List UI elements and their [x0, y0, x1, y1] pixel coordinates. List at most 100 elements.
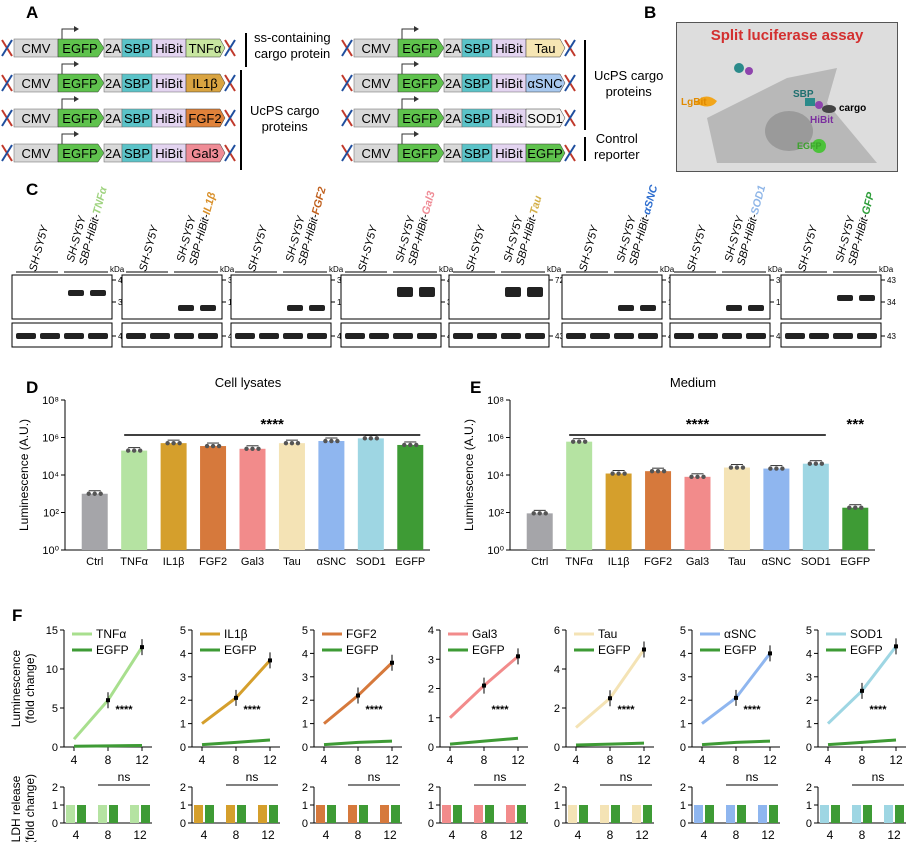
- x-tick-label: SOD1: [801, 556, 831, 568]
- data-point: [774, 466, 779, 471]
- egfp-label: EGFP: [402, 76, 437, 91]
- panel-label-d: D: [26, 378, 39, 397]
- egfp-line: [575, 741, 645, 747]
- construct-right-2: CMV EGFP 2A SBP HiBit SOD1: [341, 96, 576, 128]
- data-point: [616, 471, 621, 476]
- blot-cargo: FGF2: [310, 186, 329, 216]
- bar-chart-1: Medium Luminescence (A.U.) 10⁰ 10² 10⁴ 10⁶ 10⁸…: [462, 375, 875, 568]
- y-tick-label: 0: [806, 818, 812, 830]
- loading-band: [857, 333, 877, 339]
- blot-ctrl-label: SH-SY5Y: [246, 224, 270, 273]
- egfp-bar: [205, 805, 214, 823]
- y-tick-label: 5: [180, 625, 186, 637]
- bar: [200, 446, 227, 550]
- x-tick-label: Gal3: [686, 556, 709, 568]
- x-tick-label: IL1β: [608, 556, 630, 568]
- y-tick-label: 4: [180, 648, 186, 660]
- blot-band: [68, 290, 84, 296]
- hibit-label: HiBit: [495, 111, 523, 126]
- ldh-subplot-6: 012ns4812Hours: [806, 770, 906, 842]
- sbp-label: SBP: [793, 89, 814, 100]
- egfp-bar: [359, 805, 368, 823]
- loading-band: [566, 333, 586, 339]
- cargo-bar: [852, 805, 861, 823]
- x-tick-label: Tau: [283, 556, 301, 568]
- panel-label-e: E: [470, 378, 482, 397]
- itr-mark-icon: [341, 39, 353, 57]
- data-point: [734, 465, 740, 470]
- blot-band: [837, 295, 853, 301]
- x-tick-label: 4: [73, 828, 80, 842]
- lum-subplot-4: 0 2 4 6 4 8 12 Tau EGFP ****: [554, 625, 654, 767]
- loading-band: [259, 333, 279, 339]
- y-axis-label: Luminescence (A.U.): [462, 419, 476, 531]
- x-tick-label: 8: [733, 753, 740, 767]
- ucps-left-label: UcPS cargo proteins: [250, 103, 319, 135]
- egfp-bar: [77, 805, 86, 823]
- lum-ylabel-2: (fold change): [23, 653, 37, 723]
- blot-ctrl-label: SH-SY5Y: [796, 224, 820, 273]
- promoter-arrow-icon: [61, 28, 76, 39]
- blot-membrane: [11, 274, 113, 320]
- legend-egfp-label: EGFP: [598, 643, 631, 657]
- y-tick-label: 0: [302, 818, 308, 830]
- cargo-bar: [442, 805, 451, 823]
- hibit-label: HiBit: [155, 76, 183, 91]
- data-point: [204, 443, 210, 449]
- x-tick-label: 12: [635, 828, 649, 842]
- x-tick-label: 12: [637, 753, 651, 767]
- construct-left-3: CMV EGFP 2A SBP HiBit Gal3: [1, 131, 236, 163]
- t2a-label: 2A: [105, 111, 121, 126]
- significance-label: ****: [686, 416, 710, 433]
- t2a-label: 2A: [105, 41, 121, 56]
- y-tick-label: 0: [302, 742, 308, 754]
- t2a-label: 2A: [445, 76, 461, 91]
- x-tick-label: 12: [385, 753, 399, 767]
- sbp-label: SBP: [464, 111, 490, 126]
- cargo-label: IL1β: [192, 76, 218, 91]
- egfp-bar: [769, 805, 778, 823]
- y-tick-label: 2: [680, 695, 686, 707]
- sbp-block-icon: [805, 98, 815, 106]
- x-tick-label: 4: [71, 753, 78, 767]
- blot-membrane: [669, 274, 771, 320]
- data-point: [728, 465, 734, 470]
- x-tick-label: 8: [105, 828, 112, 842]
- blot-ctrl-label: SH-SY5Y: [27, 224, 51, 273]
- blot-band: [527, 287, 543, 297]
- y-tick-label: 0: [554, 818, 560, 830]
- y-tick-label: 5: [302, 625, 308, 637]
- promoter-arrow-head-icon: [414, 96, 419, 102]
- promoter-arrow-head-icon: [74, 96, 79, 102]
- legend-cargo-label: FGF2: [346, 627, 377, 641]
- cmv-label: CMV: [362, 41, 391, 56]
- cargo-box: [525, 143, 566, 163]
- y-tick-label: 1: [52, 800, 58, 812]
- itr-mark-icon: [564, 144, 576, 162]
- y-tick-label: 0: [428, 818, 434, 830]
- data-point: [740, 465, 746, 470]
- x-tick-label: 4: [827, 828, 834, 842]
- blot-cargo: Tau: [528, 194, 545, 216]
- x-tick-label: 4: [199, 753, 206, 767]
- cargo-bar: [758, 805, 767, 823]
- itr-mark-icon: [224, 74, 236, 92]
- y-tick-label: 1: [428, 800, 434, 812]
- data-point: [734, 695, 738, 700]
- egfp-box: [397, 73, 445, 93]
- promoter-arrow-icon: [401, 28, 416, 39]
- y-tick-label: 3: [302, 672, 308, 684]
- ucps-left-label-line1: UcPS cargo: [250, 103, 320, 118]
- y-tick-label: 10⁶: [487, 433, 504, 445]
- data-point: [576, 439, 582, 444]
- x-tick-label: 8: [733, 828, 740, 842]
- egfp-box: [397, 143, 445, 163]
- loading-band: [785, 333, 805, 339]
- bar: [684, 476, 711, 550]
- data-point: [244, 446, 249, 451]
- significance-label: ****: [869, 704, 887, 716]
